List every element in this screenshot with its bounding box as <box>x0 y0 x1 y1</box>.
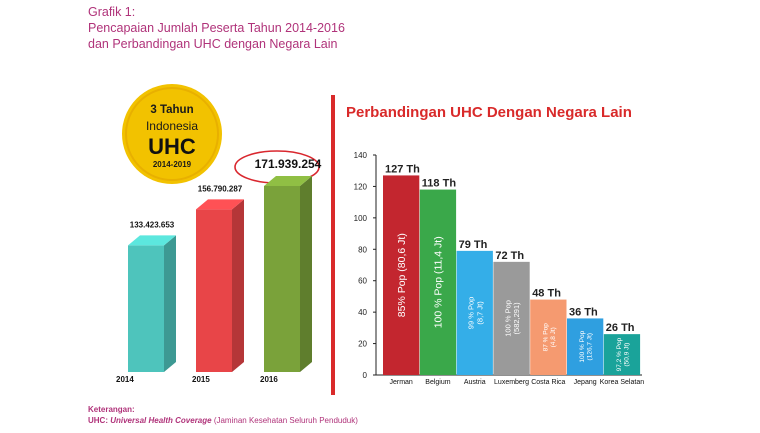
value-label: 36 Th <box>569 306 598 318</box>
bar-top <box>264 176 312 186</box>
bar-front <box>128 245 164 372</box>
bar-korea-selatan <box>603 334 641 375</box>
footnote-desc: (Jaminan Kesehatan Seluruh Penduduk) <box>211 416 358 425</box>
y-tick-label: 60 <box>358 277 367 286</box>
bar-austria <box>456 250 493 375</box>
footnote-prefix: UHC: <box>88 416 111 425</box>
year-label-2014: 2014 <box>116 375 134 384</box>
y-tick-label: 0 <box>363 371 368 380</box>
bar-2015 <box>196 199 244 372</box>
value-label: 79 Th <box>459 239 488 251</box>
y-tick-label: 140 <box>354 151 368 160</box>
value-label: 26 Th <box>606 322 635 334</box>
footnote: Keterangan: UHC: Universal Health Covera… <box>88 404 358 426</box>
bar-front <box>196 209 232 372</box>
bar-jerman <box>383 175 420 375</box>
participants-chart: 133.423.653 2014 156.790.287 2015 171.939.25… <box>116 157 322 384</box>
comparison-chart: 0 20 40 60 80 100 120 140 127 Th 85% Pop (80,6 Jt… <box>354 151 645 386</box>
y-tick-label: 120 <box>354 182 368 191</box>
badge-line1: 3 Tahun <box>150 104 193 116</box>
category-label: Korea Selatan <box>600 379 644 386</box>
bar-costa-rica <box>530 299 567 375</box>
category-label: Austria <box>464 379 486 386</box>
bar-inner-label-line: (8,7 Jt) <box>475 301 484 325</box>
bar-side <box>232 199 244 372</box>
category-label: Jepang <box>574 379 597 386</box>
y-tick-label: 80 <box>358 245 367 254</box>
y-tick-label: 100 <box>354 214 368 223</box>
figure-title-line1: Pencapaian Jumlah Peserta Tahun 2014-201… <box>88 21 345 35</box>
bar-side <box>300 176 312 372</box>
y-tick-label: 40 <box>358 308 367 317</box>
footnote-label: Keterangan: <box>88 405 135 414</box>
badge-line4: 2014-2019 <box>153 160 192 169</box>
bar-inner-label-line: (50,9 Jt) <box>623 343 630 367</box>
bar-top <box>128 235 176 246</box>
footnote-term: Universal Health Coverage <box>110 416 212 425</box>
category-label: Jerman <box>389 379 412 386</box>
bar-2014 <box>128 235 176 372</box>
bar-inner-label: 87 % Pop(4,8 Jt) <box>542 323 556 352</box>
bar-top <box>196 199 244 210</box>
value-label-2016: 171.939.254 <box>255 157 322 171</box>
bar-inner-label: 85% Pop (80,6 Jt) <box>396 233 408 317</box>
bar-inner-label-line: 97,2 % Pop <box>616 337 623 371</box>
bar-inner-label-line: (126,7 Jt) <box>587 333 594 360</box>
footnote-text: UHC: Universal Health Coverage (Jaminan … <box>88 415 358 426</box>
category-label: Luxemberg <box>494 379 529 386</box>
value-label-2014: 133.423.653 <box>130 220 175 229</box>
value-label: 48 Th <box>532 288 561 300</box>
bar-inner-label-line: 100 % Pop <box>503 300 512 337</box>
bar-2016 <box>264 176 312 372</box>
bar-inner-label-line: 100 % Pop (11,4 Jt) <box>433 236 445 328</box>
bar-inner-label-line: 99 % Pop <box>467 297 476 330</box>
header: Grafik 1: Pencapaian Jumlah Peserta Tahu… <box>88 4 345 52</box>
bar-inner-label: 97,2 % Pop(50,9 Jt) <box>616 337 630 371</box>
value-label: 127 Th <box>385 163 420 175</box>
figure-title-line2: dan Perbandingan UHC dengan Negara Lain <box>88 37 338 51</box>
badge-circle <box>122 84 222 184</box>
uhc-badge: 3 Tahun Indonesia UHC 2014-2019 <box>122 84 222 184</box>
year-label-2015: 2015 <box>192 375 210 384</box>
badge-line2: Indonesia <box>146 119 198 133</box>
bar-inner-label-line: 100 % Pop <box>579 330 586 362</box>
bar-inner-label: 100 % Pop(582,291) <box>503 300 521 337</box>
year-label-2016: 2016 <box>260 375 278 384</box>
comparison-title: Perbandingan UHC Dengan Negara Lain <box>346 104 632 121</box>
value-label: 118 Th <box>422 178 457 190</box>
y-tick-label: 20 <box>358 340 367 349</box>
bar-jepang <box>567 318 604 375</box>
bar-front <box>264 186 300 372</box>
category-label: Costa Rica <box>531 379 565 386</box>
bar-inner-label-line: 85% Pop (80,6 Jt) <box>396 233 408 317</box>
bar-inner-label: 100 % Pop(126,7 Jt) <box>579 330 593 362</box>
bar-side <box>164 235 176 372</box>
divider-line <box>331 95 335 395</box>
bar-inner-label-line: (4,8 Jt) <box>550 327 557 347</box>
bar-belgium <box>419 189 457 375</box>
category-label: Belgium <box>425 379 450 386</box>
figure-number: Grafik 1: <box>88 5 136 19</box>
badge-ring <box>125 87 219 181</box>
bar-inner-label-line: 87 % Pop <box>542 323 549 352</box>
value-label-2015: 156.790.287 <box>198 184 243 193</box>
bar-luxemberg <box>493 261 530 375</box>
value-label: 72 Th <box>495 250 524 262</box>
bar-inner-label: 99 % Pop(8,7 Jt) <box>467 297 485 330</box>
bar-inner-label-line: (582,291) <box>512 302 521 335</box>
bar-inner-label: 100 % Pop (11,4 Jt) <box>433 236 445 328</box>
badge-line3: UHC <box>148 134 196 159</box>
